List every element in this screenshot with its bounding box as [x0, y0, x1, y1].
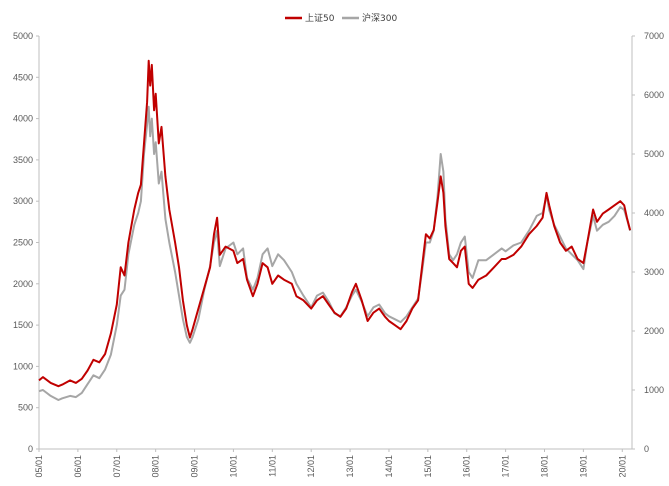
y-right-tick-label: 3000 — [644, 267, 664, 277]
axes: 0 500 1000 1500 2000 2500 3000 3500 4000 4500 5000… — [13, 31, 664, 478]
y-left-tick-label: 2500 — [13, 238, 33, 248]
x-tick-label: 09/01 — [190, 455, 200, 478]
x-tick-label: 18/01 — [540, 455, 550, 478]
x-tick-label: 06/01 — [73, 455, 83, 478]
y-left-tick-label: 5000 — [13, 31, 33, 41]
x-tick-label: 19/01 — [578, 455, 588, 478]
legend: 上证50 沪深300 — [285, 12, 397, 24]
x-tick-label: 05/01 — [34, 455, 44, 478]
y-left-tick-label: 2000 — [13, 279, 33, 289]
y-right-tick-label: 0 — [644, 444, 649, 454]
y-right-tick-label: 7000 — [644, 31, 664, 41]
y-right-tick-label: 1000 — [644, 385, 664, 395]
legend-label-sse50: 上证50 — [305, 13, 335, 24]
y-left-tick-label: 4000 — [13, 114, 33, 124]
x-tick-label: 15/01 — [423, 455, 433, 478]
y-right-tick-label: 5000 — [644, 149, 664, 159]
x-tick-label: 10/01 — [228, 455, 238, 478]
x-tick-label: 20/01 — [617, 455, 627, 478]
y-left-tick-label: 500 — [18, 403, 33, 413]
y-left-tick-label: 3500 — [13, 155, 33, 165]
series-line-sse50 — [38, 59, 632, 388]
y-left-tick-label: 4500 — [13, 72, 33, 82]
x-tick-label: 17/01 — [501, 455, 511, 478]
y-left-tick-label: 3000 — [13, 196, 33, 206]
y-left-tick-label: 1500 — [13, 320, 33, 330]
y-left-tick-label: 1000 — [13, 361, 33, 371]
x-tick-label: 13/01 — [345, 455, 355, 478]
y-left-tick-label: 0 — [28, 444, 33, 454]
x-tick-label: 11/01 — [267, 455, 277, 477]
x-tick-label: 07/01 — [112, 455, 122, 478]
x-tick-label: 12/01 — [306, 455, 316, 478]
y-right-tick-label: 4000 — [644, 208, 664, 218]
x-tick-label: 14/01 — [384, 455, 394, 478]
legend-label-csi300: 沪深300 — [362, 12, 397, 24]
plot-area — [38, 59, 632, 401]
y-right-tick-label: 6000 — [644, 90, 664, 100]
x-tick-label: 08/01 — [151, 455, 161, 478]
y-right-tick-label: 2000 — [644, 326, 664, 336]
x-tick-label: 16/01 — [462, 455, 472, 478]
